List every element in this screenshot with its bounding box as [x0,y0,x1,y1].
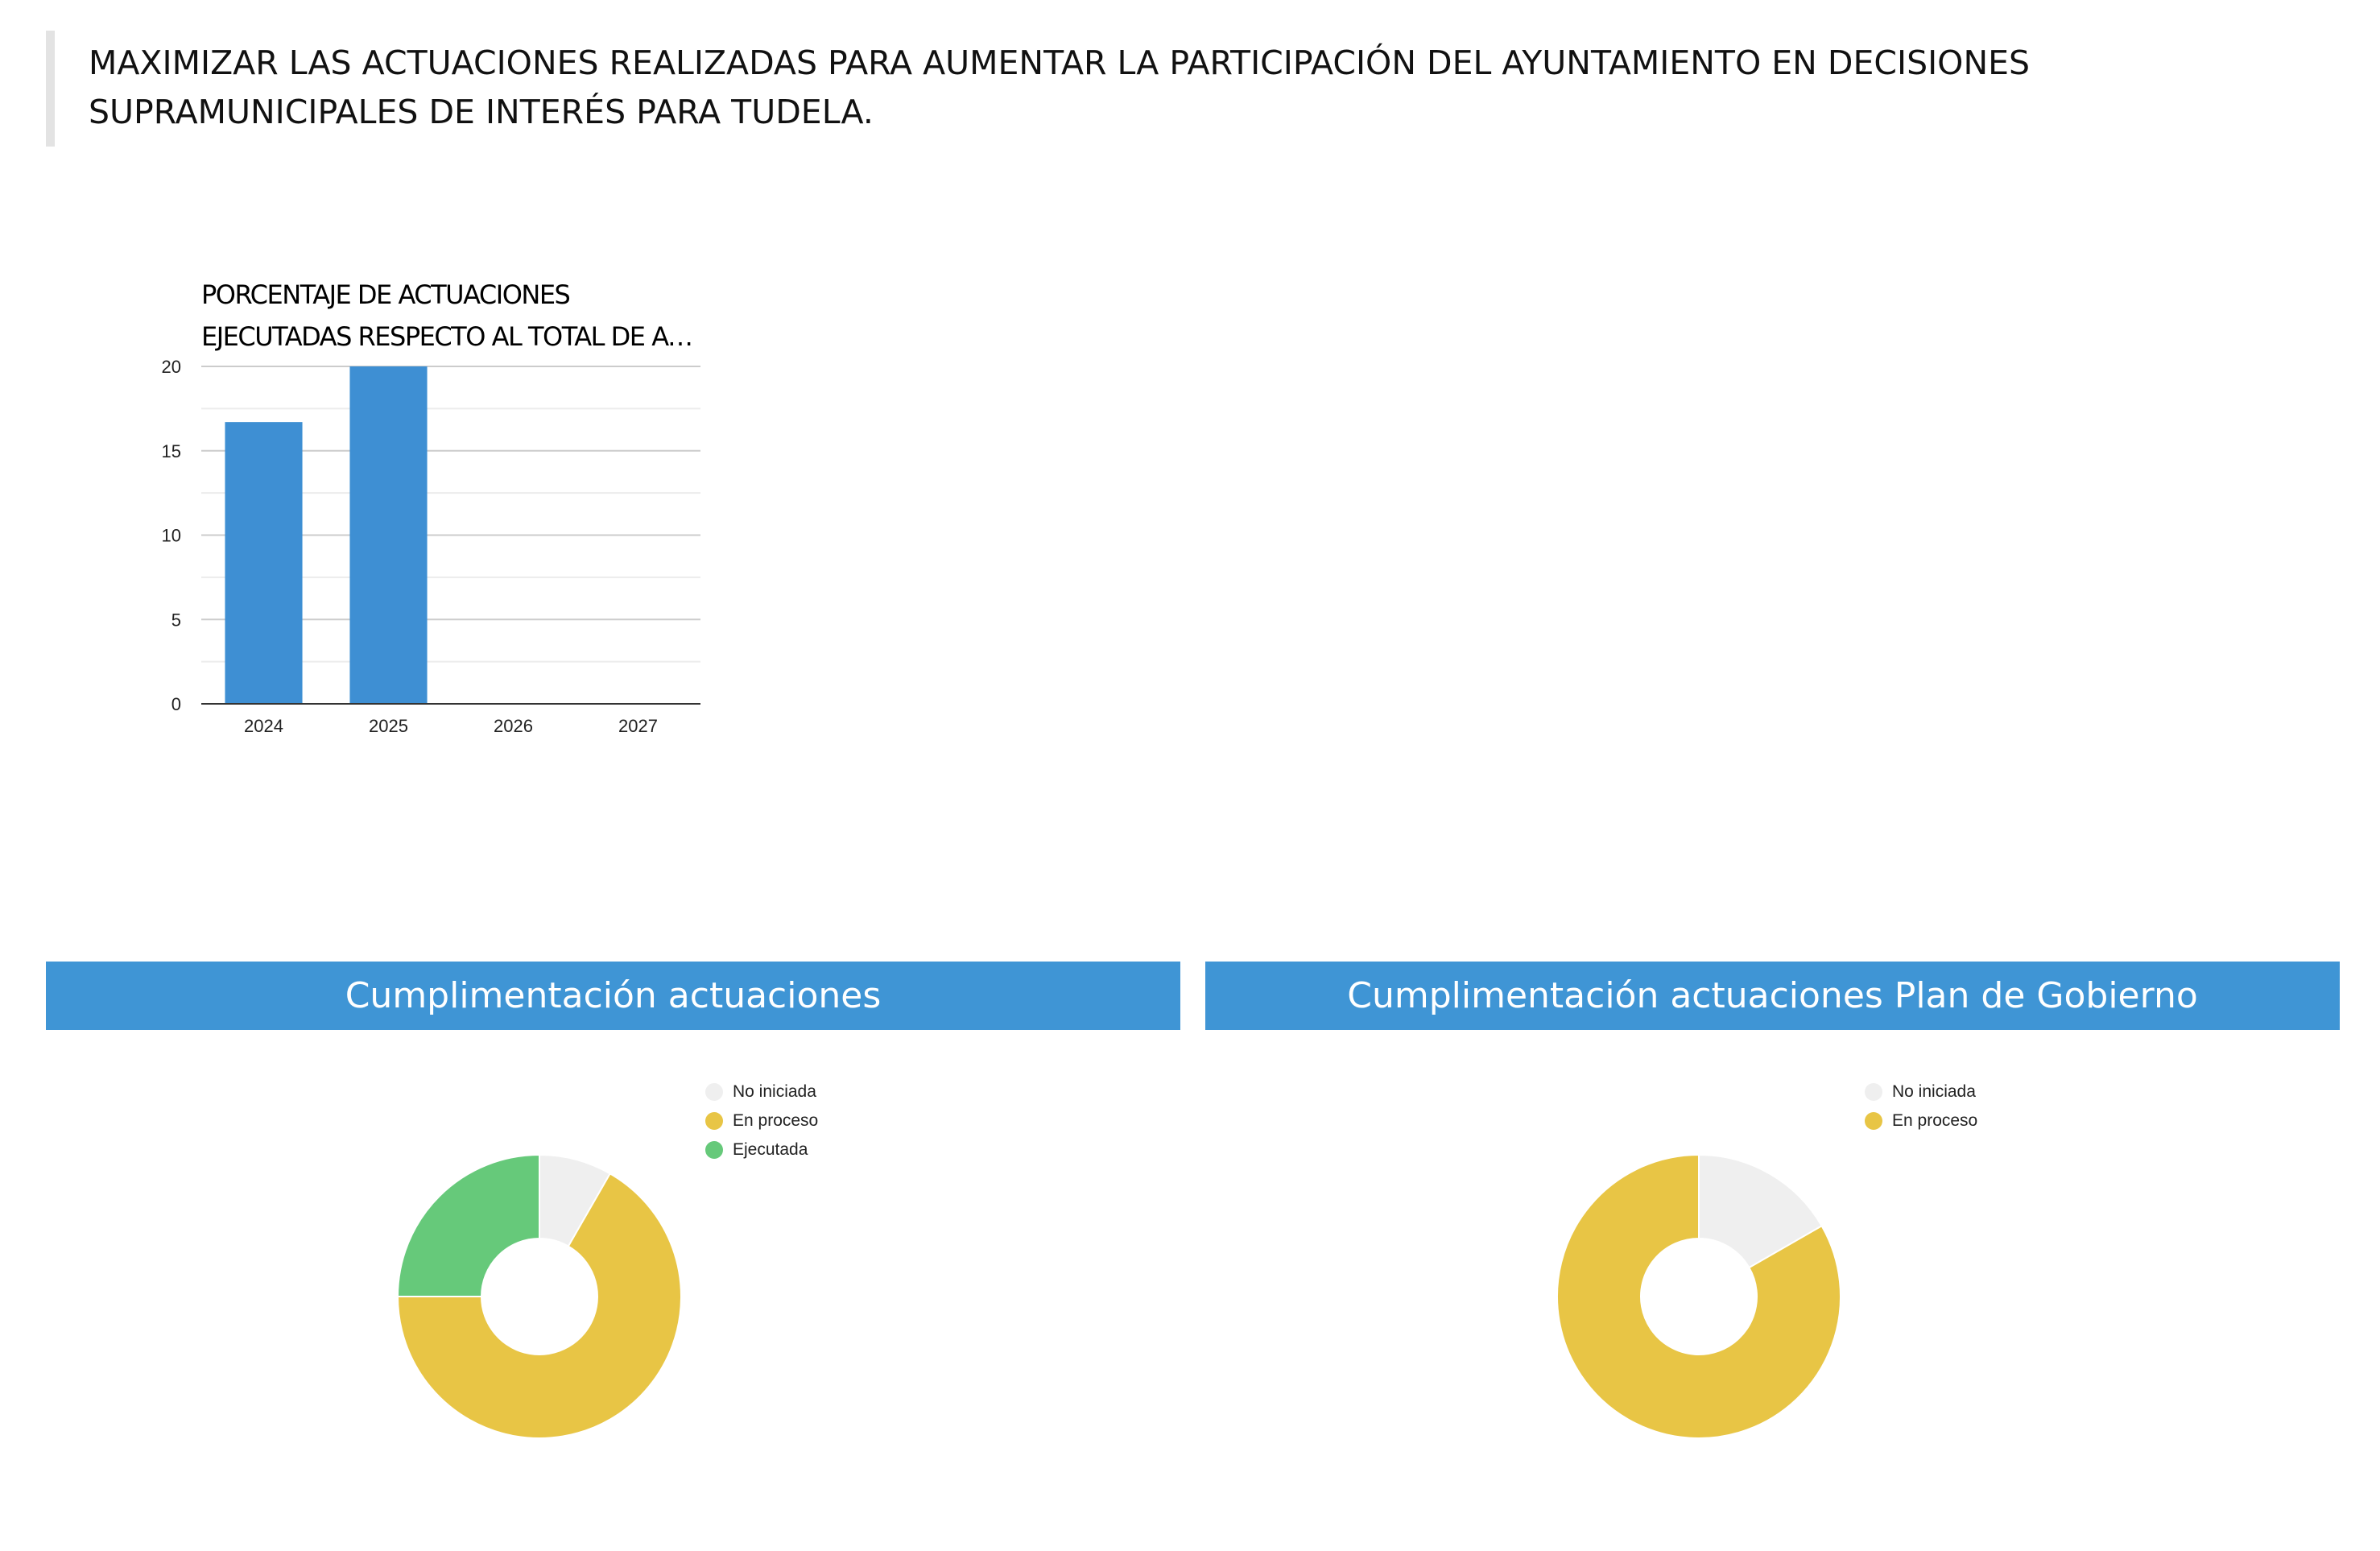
donut-slice-ejecutada[interactable] [396,1153,540,1297]
donut-slice-no-iniciada[interactable] [1698,1153,1823,1269]
legend-swatch [705,1083,723,1101]
y-tick-label: 15 [162,441,181,461]
legend-plan-gobierno: No iniciada En proceso [1865,1077,1977,1135]
x-tick-label: 2026 [494,716,533,736]
legend-label: Ejecutada [733,1140,808,1159]
y-tick-label: 5 [171,610,181,630]
donut-chart-plan-gobierno [1556,1153,1841,1439]
legend-swatch [705,1112,723,1130]
objective-title: MAXIMIZAR LAS ACTUACIONES REALIZADAS PAR… [89,43,2031,131]
bar-2024 [225,422,303,704]
legend-item[interactable]: En proceso [705,1106,818,1135]
panel-header-plan-gobierno: Cumplimentación actuaciones Plan de Gobi… [1205,962,2340,1030]
legend-swatch [1865,1083,1882,1101]
legend-item[interactable]: No iniciada [705,1077,818,1106]
donut-slice-en-proceso[interactable] [1556,1153,1841,1439]
legend-item[interactable]: Ejecutada [705,1135,818,1164]
panel-header-cumplimentacion: Cumplimentación actuaciones [46,962,1180,1030]
x-tick-label: 2024 [244,716,283,736]
legend-cumplimentacion: No iniciada En proceso Ejecutada [705,1077,818,1164]
legend-swatch [705,1141,723,1159]
legend-label: No iniciada [1892,1082,1976,1101]
x-tick-label: 2025 [369,716,408,736]
legend-label: No iniciada [733,1082,816,1101]
legend-item[interactable]: No iniciada [1865,1077,1977,1106]
donut-chart-cumplimentacion [396,1153,682,1439]
y-tick-label: 10 [162,526,181,546]
objective-block: MAXIMIZAR LAS ACTUACIONES REALIZADAS PAR… [46,31,2343,147]
legend-label: En proceso [733,1111,819,1130]
x-tick-label: 2027 [618,716,658,736]
legend-item[interactable]: En proceso [1865,1106,1977,1135]
bar-chart: 0 5 10 15 20 2024 2025 2026 2027 [162,357,700,736]
legend-swatch [1865,1112,1882,1130]
y-tick-label: 0 [171,694,181,714]
donut-slice-en-proceso[interactable] [396,1173,682,1439]
y-tick-label: 20 [162,357,181,377]
legend-label: En proceso [1892,1111,1978,1130]
bar-2025 [349,366,428,704]
